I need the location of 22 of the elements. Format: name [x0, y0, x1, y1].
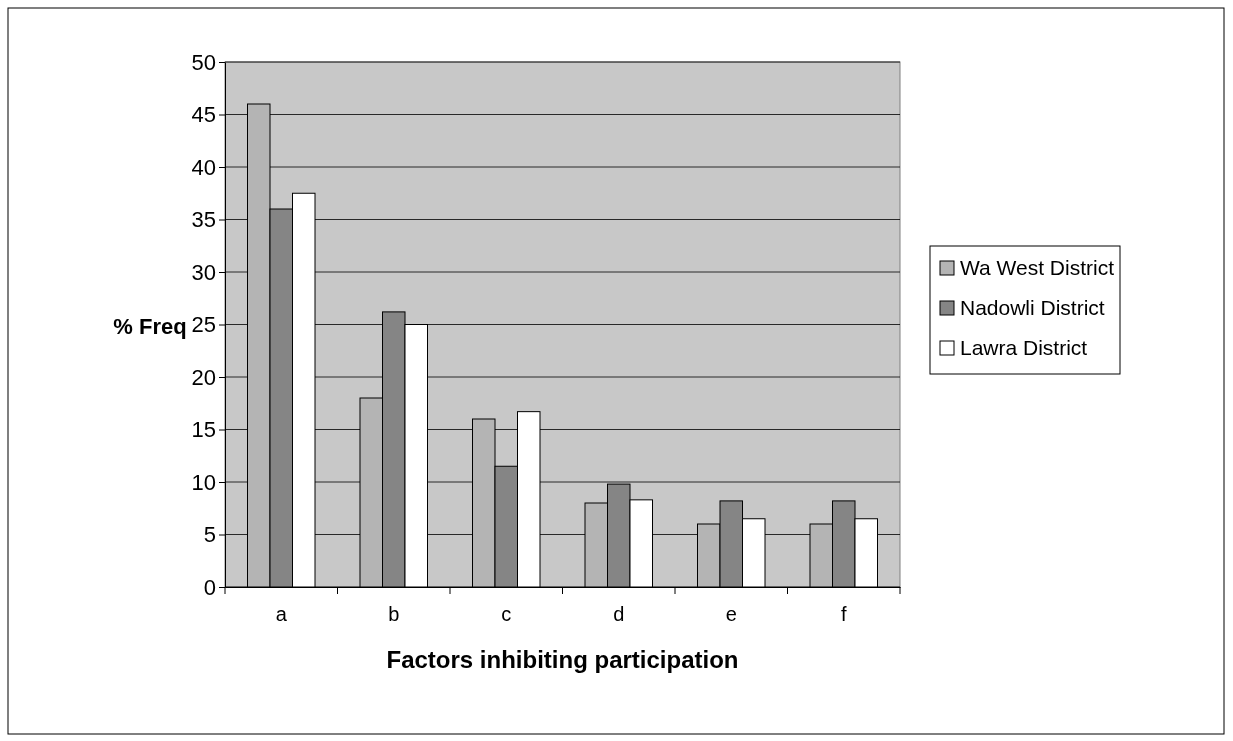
y-tick-label: 20 [191, 364, 216, 390]
x-axis-title: Factors inhibiting participation [386, 646, 739, 673]
y-tick-label: 15 [191, 417, 216, 443]
y-tick-label: 5 [203, 522, 216, 548]
x-tick-label: e [725, 603, 737, 626]
x-tick-label: a [275, 603, 288, 626]
legend-label: Nadowli District [960, 296, 1105, 319]
y-tick-label: 25 [191, 312, 216, 338]
x-tick-label: d [613, 603, 625, 626]
x-tick-label: b [388, 603, 400, 626]
y-axis-title: % Freq [113, 314, 187, 339]
legend-label: Lawra District [960, 336, 1088, 359]
legend-label: Wa West District [960, 256, 1115, 279]
y-tick-label: 45 [191, 102, 216, 128]
y-tick-label: 30 [191, 259, 216, 285]
y-tick-label: 50 [191, 49, 216, 75]
y-tick-label: 40 [191, 154, 216, 180]
x-tick-label: c [501, 603, 512, 626]
x-tick-label: f [840, 603, 847, 626]
y-tick-label: 10 [191, 469, 216, 495]
y-tick-label: 35 [191, 207, 216, 233]
y-tick-label: 0 [203, 574, 216, 600]
